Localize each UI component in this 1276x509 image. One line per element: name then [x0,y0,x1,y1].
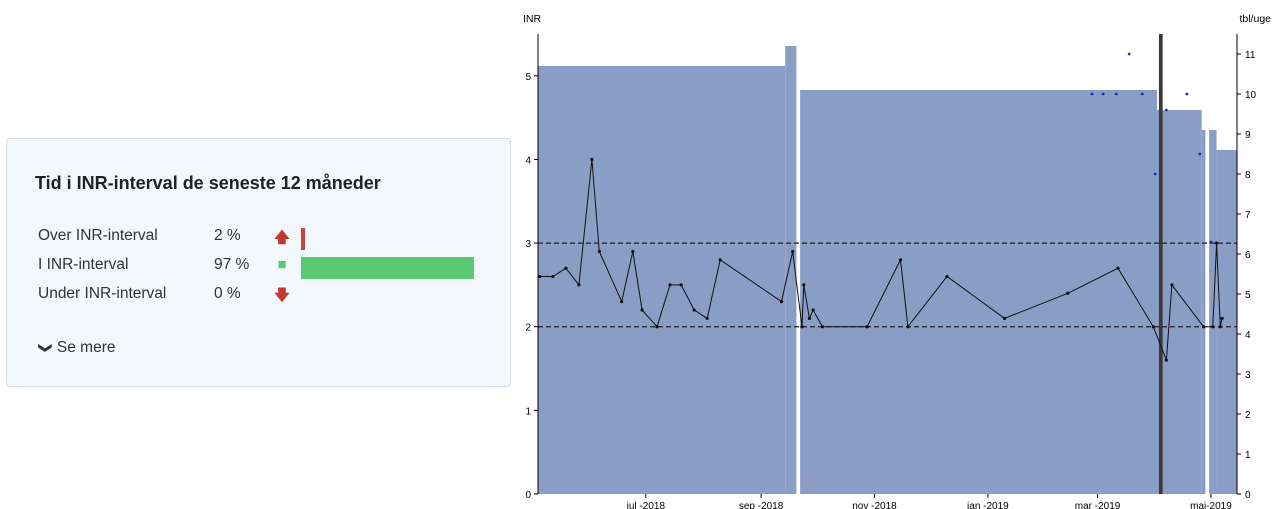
y-tick-label: 2 [525,323,531,334]
y2-tick-label: 10 [1245,90,1257,101]
inr-point [1211,325,1215,329]
dose-dot [1127,52,1131,56]
x-tick-label: mar -2019 [1075,501,1121,509]
inr-point [802,283,806,287]
y2-tick-label: 11 [1245,50,1256,61]
y2-tick-label: 2 [1245,410,1251,421]
inr-point [577,283,581,287]
inr-point [820,325,825,329]
inr-point [1116,266,1120,270]
y2-tick-label: 6 [1245,250,1251,261]
dose-bar [1216,150,1237,494]
inr-point [1218,325,1222,329]
y2-tick-label: 5 [1245,290,1251,301]
inr-point [538,274,542,279]
inr-point [1220,316,1224,320]
row-label: Under INR-interval [38,285,167,302]
y2-axis-label: tbl/uge [1239,13,1271,25]
inr-point [597,249,601,254]
percent-bar [301,257,474,279]
dose-bar [785,46,797,494]
row-percent: 0 % [214,285,241,302]
inr-point [791,249,795,254]
dose-dot [1153,172,1157,176]
down-arrow-icon: 🡇 [274,287,290,304]
inr-point [640,308,644,312]
dose-dot [1209,240,1213,244]
row-label: I INR-interval [38,256,129,273]
inr-point [668,283,672,287]
see-more-label: Se mere [56,339,116,356]
percent-bar [301,228,305,250]
inr-point [692,308,696,312]
inr-point [631,249,635,254]
x-tick-label: mai-2019 [1190,501,1232,509]
x-tick-label: jul -2018 [626,501,666,509]
dose-bar [800,90,1158,494]
inr-point [718,258,722,262]
dose-dot [1185,92,1189,96]
inr-point [906,325,910,329]
y-tick-label: 3 [525,239,531,250]
y2-tick-label: 4 [1245,330,1251,341]
card-title: Tid i INR-interval de seneste 12 måneder [35,173,381,193]
inr-point [655,325,659,329]
x-tick-label: jan -2019 [966,501,1009,509]
x-tick-label: nov -2018 [852,501,897,509]
y2-tick-label: 0 [1245,490,1251,501]
x-tick-label: sep -2018 [739,501,784,509]
row-percent: 97 % [214,256,250,273]
inr-point [1201,325,1206,329]
see-more-toggle[interactable]: ❯ Se mere [38,339,116,357]
y-tick-label: 0 [525,490,531,501]
dose-dot [1164,108,1168,112]
y2-tick-label: 1 [1245,450,1251,461]
dose-dot [1114,92,1118,96]
y-tick-label: 5 [525,72,531,83]
square-icon: ■ [277,256,287,273]
dose-dot [1090,92,1094,96]
inr-point [1151,325,1155,329]
inr-point [898,258,903,262]
inr-point [1066,291,1070,295]
inr-point [705,316,709,320]
y2-tick-label: 9 [1245,130,1251,141]
dose-dot [1140,92,1144,96]
inr-point [590,157,594,162]
inr-chart: 0 1 2 3 4 5 0 1 2 3 4 5 6 7 8 9 10 11 jul -2018 sep -2018 no… [523,13,1271,509]
y2-tick-label: 7 [1245,210,1251,221]
y-axis-label: INR [523,13,542,25]
inr-point [945,274,949,279]
inr-point [1003,316,1007,320]
inr-point [620,300,624,304]
inr-point [779,300,784,304]
inr-point [807,316,812,320]
dose-dot [1101,92,1105,96]
up-arrow-icon: 🡅 [274,229,290,246]
dose-bar [1157,110,1202,494]
dose-bar [1209,130,1217,494]
y2-tick-label: 3 [1245,370,1251,381]
inr-point [551,274,555,279]
inr-point [679,283,683,287]
dose-bar [1201,130,1206,494]
y-tick-label: 4 [525,155,531,166]
inr-point [1214,241,1219,245]
inr-summary-card: Tid i INR-interval de seneste 12 måneder… [6,138,511,387]
inr-point [1164,358,1168,362]
row-percent: 2 % [214,227,241,244]
row-label: Over INR-interval [38,227,158,244]
inr-point [811,308,815,312]
inr-point [1170,283,1174,287]
chevron-down-icon: ❯ [38,342,54,354]
dose-dot [1198,152,1202,156]
pause-marker [1158,34,1163,494]
y-tick-label: 1 [525,406,531,417]
inr-point [800,325,804,329]
inr-point [865,325,869,329]
y2-tick-label: 8 [1245,170,1251,181]
inr-point [564,266,568,270]
